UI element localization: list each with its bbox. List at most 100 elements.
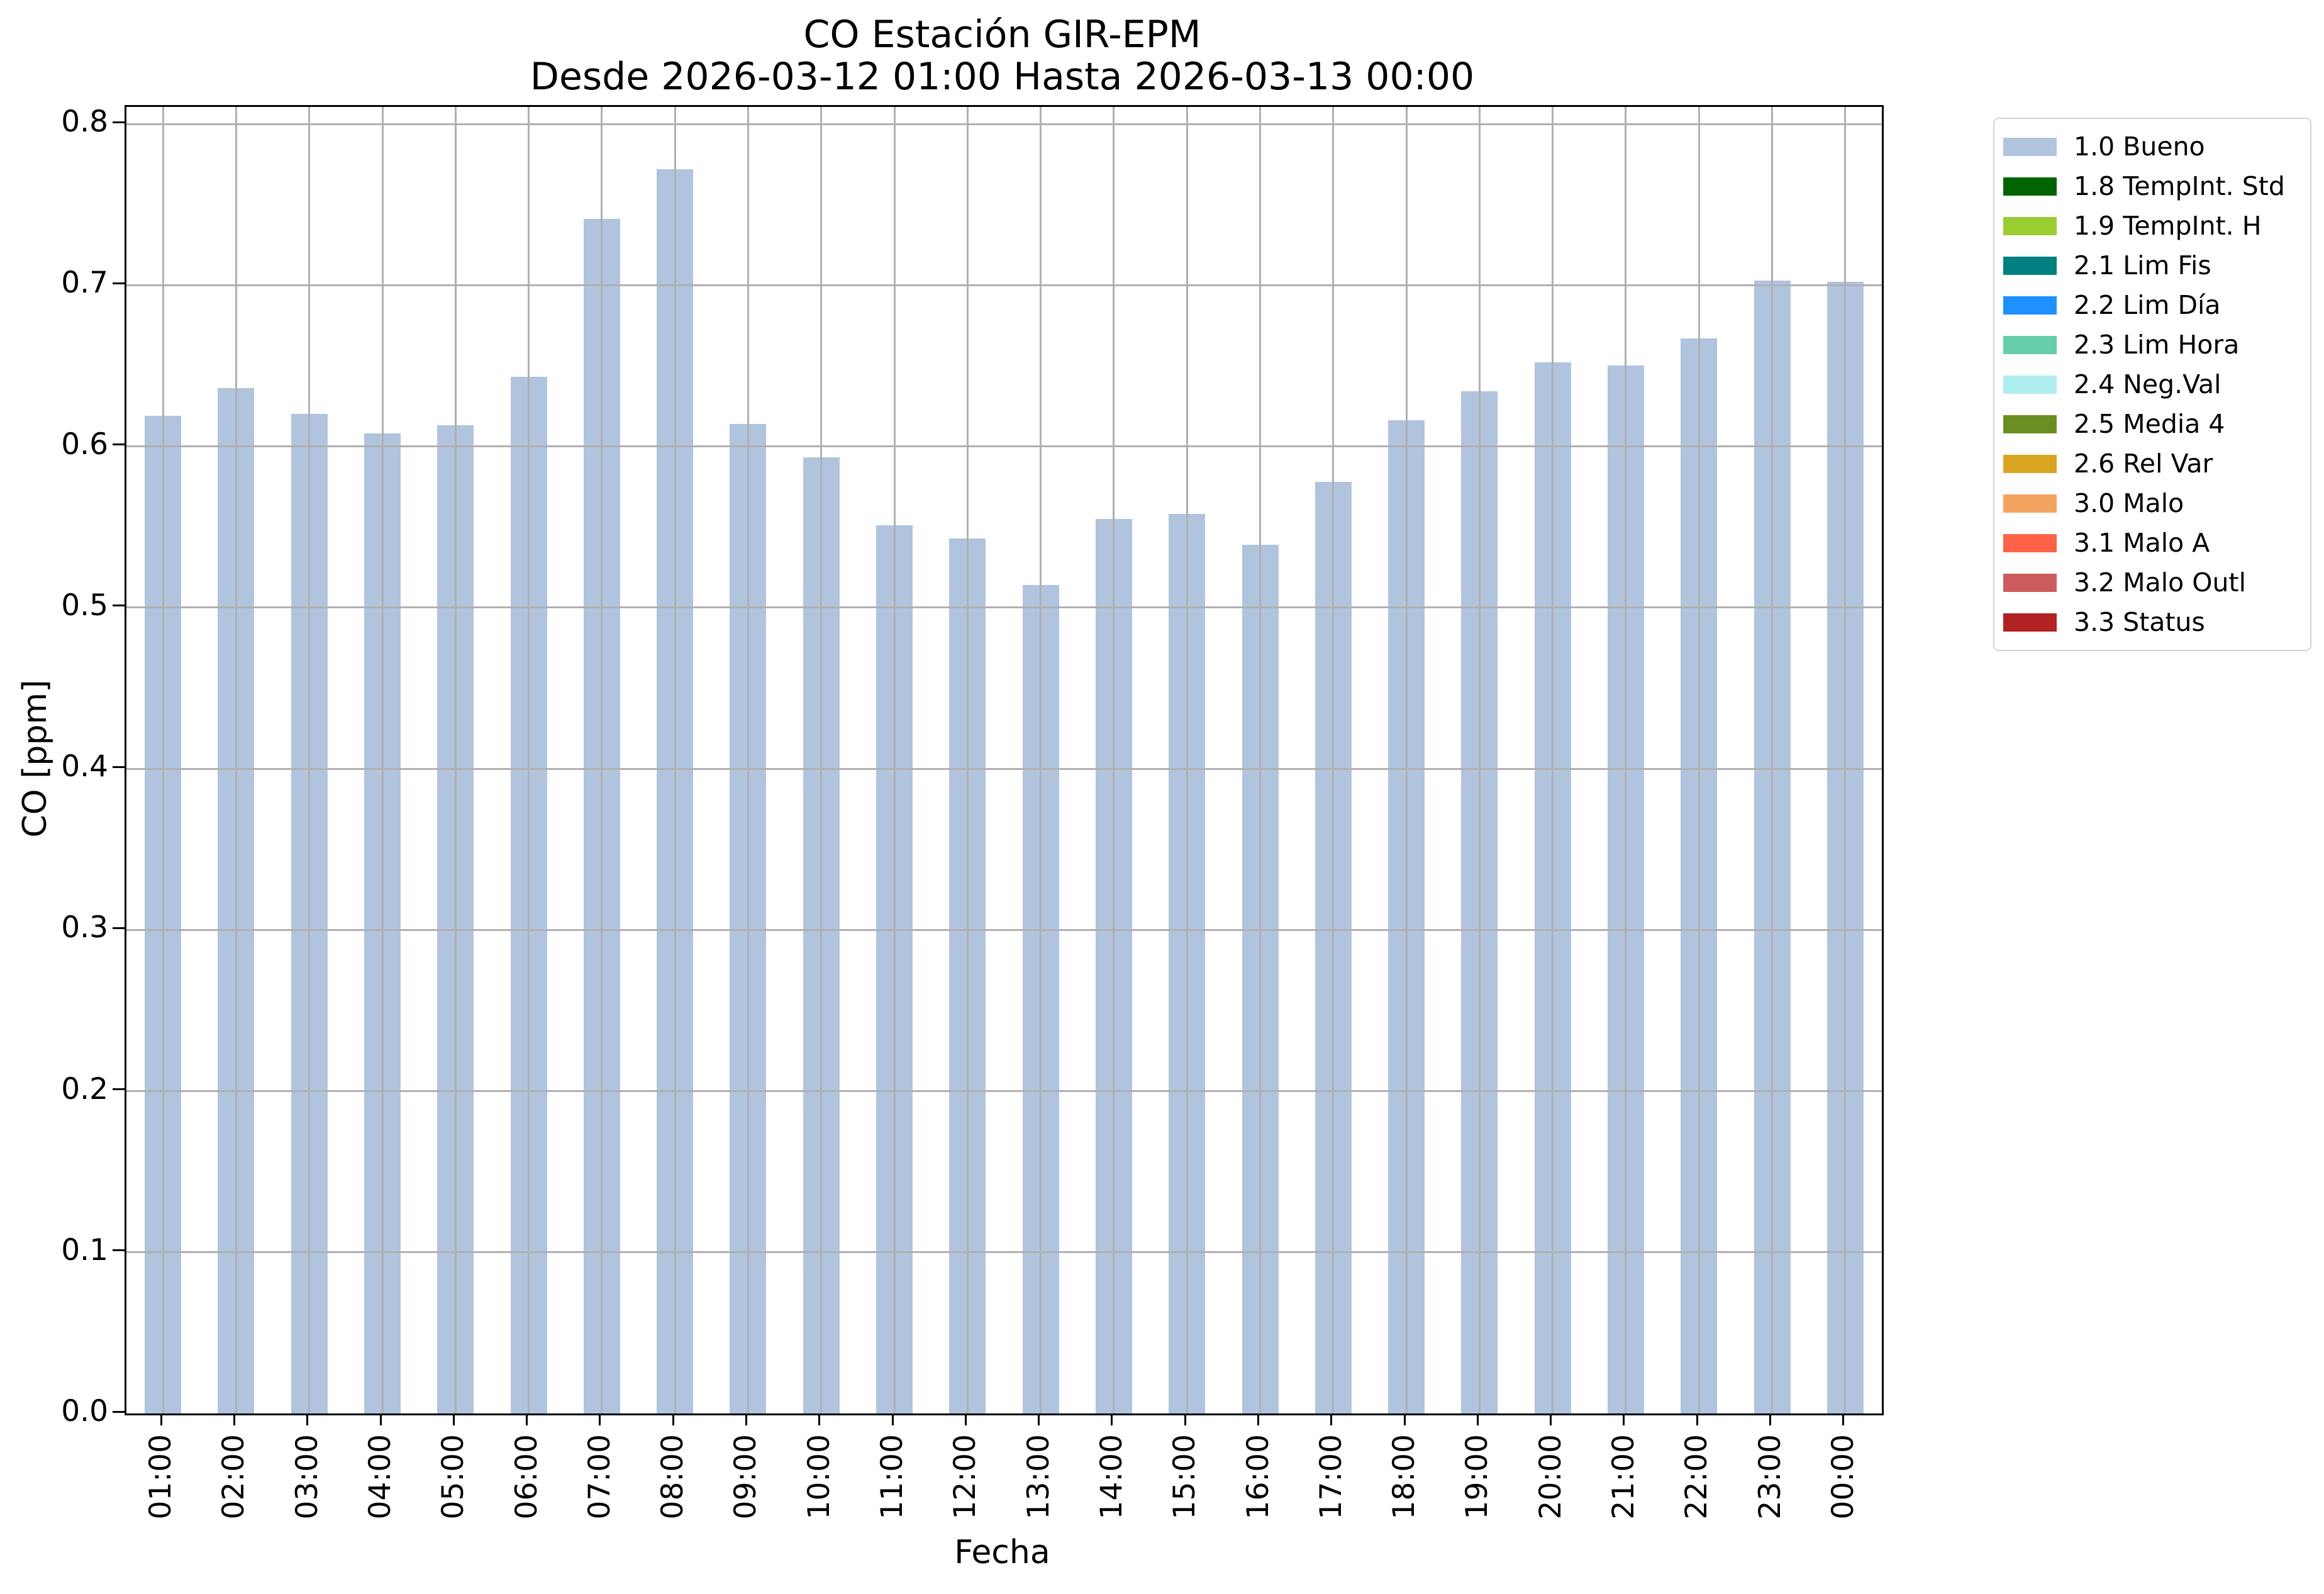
y-tick-label-0.1: 0.1 — [61, 1233, 108, 1268]
legend: 1.0 Bueno 1.8 TempInt. Std 1.9 TempInt. H 2… — [1993, 118, 2311, 651]
y-tick-label-0.8: 0.8 — [61, 104, 108, 139]
x-tick-09:00 — [745, 1413, 747, 1425]
v-gridline-05:00 — [455, 107, 457, 1413]
legend-item: 2.2 Lim Día — [2003, 286, 2310, 325]
x-tick-label-23:00: 23:00 — [1753, 1434, 1787, 1520]
x-tick-21:00 — [1623, 1413, 1625, 1425]
x-tick-label-21:00: 21:00 — [1606, 1434, 1641, 1520]
v-gridline-08:00 — [674, 107, 676, 1413]
v-gridline-00:00 — [1844, 107, 1846, 1413]
v-gridline-22:00 — [1698, 107, 1700, 1413]
legend-item: 3.2 Malo Outl — [2003, 563, 2310, 603]
x-tick-16:00 — [1257, 1413, 1259, 1425]
x-tick-10:00 — [818, 1413, 820, 1425]
y-tick-0.0 — [113, 1411, 125, 1413]
legend-swatch — [2003, 296, 2057, 315]
legend-item-label: 1.9 TempInt. H — [2074, 211, 2262, 241]
legend-swatch — [2003, 335, 2057, 354]
v-gridline-02:00 — [235, 107, 237, 1413]
v-gridline-07:00 — [601, 107, 603, 1413]
v-gridline-01:00 — [162, 107, 164, 1413]
h-gridline-0.8 — [126, 123, 1882, 125]
v-gridline-09:00 — [747, 107, 749, 1413]
h-gridline-0.1 — [126, 1251, 1882, 1253]
x-tick-05:00 — [453, 1413, 455, 1425]
x-tick-11:00 — [892, 1413, 894, 1425]
v-gridline-19:00 — [1479, 107, 1481, 1413]
legend-item-label: 1.8 TempInt. Std — [2074, 171, 2285, 201]
x-tick-14:00 — [1111, 1413, 1113, 1425]
y-tick-0.8 — [113, 121, 125, 123]
y-tick-label-0.0: 0.0 — [61, 1394, 108, 1429]
x-tick-03:00 — [306, 1413, 308, 1425]
legend-item-label: 3.1 Malo A — [2074, 528, 2210, 558]
v-gridline-04:00 — [382, 107, 384, 1413]
legend-swatch — [2003, 177, 2057, 196]
x-tick-04:00 — [380, 1413, 382, 1425]
v-gridline-23:00 — [1771, 107, 1773, 1413]
legend-item-label: 2.2 Lim Día — [2074, 290, 2221, 320]
x-tick-label-10:00: 10:00 — [802, 1434, 837, 1520]
v-gridline-15:00 — [1186, 107, 1188, 1413]
chart-subtitle: Desde 2026-03-12 01:00 Hasta 2026-03-13 … — [530, 55, 1475, 99]
x-tick-label-13:00: 13:00 — [1021, 1434, 1056, 1520]
x-tick-20:00 — [1550, 1413, 1552, 1425]
x-tick-label-11:00: 11:00 — [875, 1434, 909, 1520]
x-tick-label-18:00: 18:00 — [1387, 1434, 1421, 1520]
x-tick-label-22:00: 22:00 — [1679, 1434, 1714, 1520]
x-tick-label-15:00: 15:00 — [1167, 1434, 1202, 1520]
legend-swatch — [2003, 533, 2057, 552]
y-tick-0.4 — [113, 766, 125, 768]
legend-item-label: 3.0 Malo — [2074, 488, 2184, 518]
legend-item: 1.0 Bueno — [2003, 127, 2310, 167]
legend-item-label: 2.6 Rel Var — [2074, 449, 2213, 479]
x-tick-label-12:00: 12:00 — [948, 1434, 982, 1520]
x-tick-label-07:00: 07:00 — [582, 1434, 617, 1520]
legend-item-label: 3.3 Status — [2074, 607, 2205, 637]
x-tick-23:00 — [1769, 1413, 1771, 1425]
y-tick-0.7 — [113, 282, 125, 284]
h-gridline-0.2 — [126, 1090, 1882, 1092]
x-tick-label-20:00: 20:00 — [1533, 1434, 1568, 1520]
x-tick-01:00 — [160, 1413, 162, 1425]
v-gridline-03:00 — [308, 107, 310, 1413]
legend-item-label: 2.1 Lim Fis — [2074, 250, 2211, 281]
x-tick-label-17:00: 17:00 — [1314, 1434, 1348, 1520]
x-tick-13:00 — [1038, 1413, 1040, 1425]
v-gridline-10:00 — [820, 107, 822, 1413]
y-tick-0.5 — [113, 605, 125, 606]
legend-swatch — [2003, 375, 2057, 394]
y-tick-0.3 — [113, 927, 125, 929]
chart-title: CO Estación GIR-EPM — [803, 13, 1201, 57]
x-tick-label-03:00: 03:00 — [290, 1434, 325, 1520]
legend-item-label: 2.5 Media 4 — [2074, 409, 2225, 439]
x-tick-label-02:00: 02:00 — [216, 1434, 251, 1520]
x-tick-label-08:00: 08:00 — [655, 1434, 690, 1520]
legend-item-label: 2.3 Lim Hora — [2074, 330, 2240, 360]
y-tick-label-0.6: 0.6 — [61, 427, 108, 462]
legend-swatch — [2003, 573, 2057, 592]
x-tick-label-09:00: 09:00 — [728, 1434, 763, 1520]
v-gridline-06:00 — [528, 107, 530, 1413]
legend-item: 2.6 Rel Var — [2003, 444, 2310, 484]
x-tick-08:00 — [672, 1413, 674, 1425]
x-tick-label-14:00: 14:00 — [1094, 1434, 1129, 1520]
legend-item-label: 2.4 Neg.Val — [2074, 369, 2221, 399]
v-gridline-21:00 — [1625, 107, 1626, 1413]
x-tick-19:00 — [1477, 1413, 1479, 1425]
v-gridline-12:00 — [967, 107, 969, 1413]
y-tick-label-0.7: 0.7 — [61, 265, 108, 300]
x-tick-02:00 — [233, 1413, 235, 1425]
y-tick-label-0.3: 0.3 — [61, 910, 108, 945]
legend-swatch — [2003, 216, 2057, 235]
legend-item: 1.9 TempInt. H — [2003, 206, 2310, 246]
x-axis-label: Fecha — [954, 1534, 1050, 1571]
legend-item: 2.3 Lim Hora — [2003, 325, 2310, 365]
legend-item-label: 1.0 Bueno — [2074, 131, 2205, 162]
v-gridline-13:00 — [1040, 107, 1042, 1413]
v-gridline-18:00 — [1406, 107, 1408, 1413]
v-gridline-16:00 — [1259, 107, 1261, 1413]
h-gridline-0.3 — [126, 929, 1882, 931]
x-tick-18:00 — [1404, 1413, 1406, 1425]
h-gridline-0.5 — [126, 606, 1882, 608]
